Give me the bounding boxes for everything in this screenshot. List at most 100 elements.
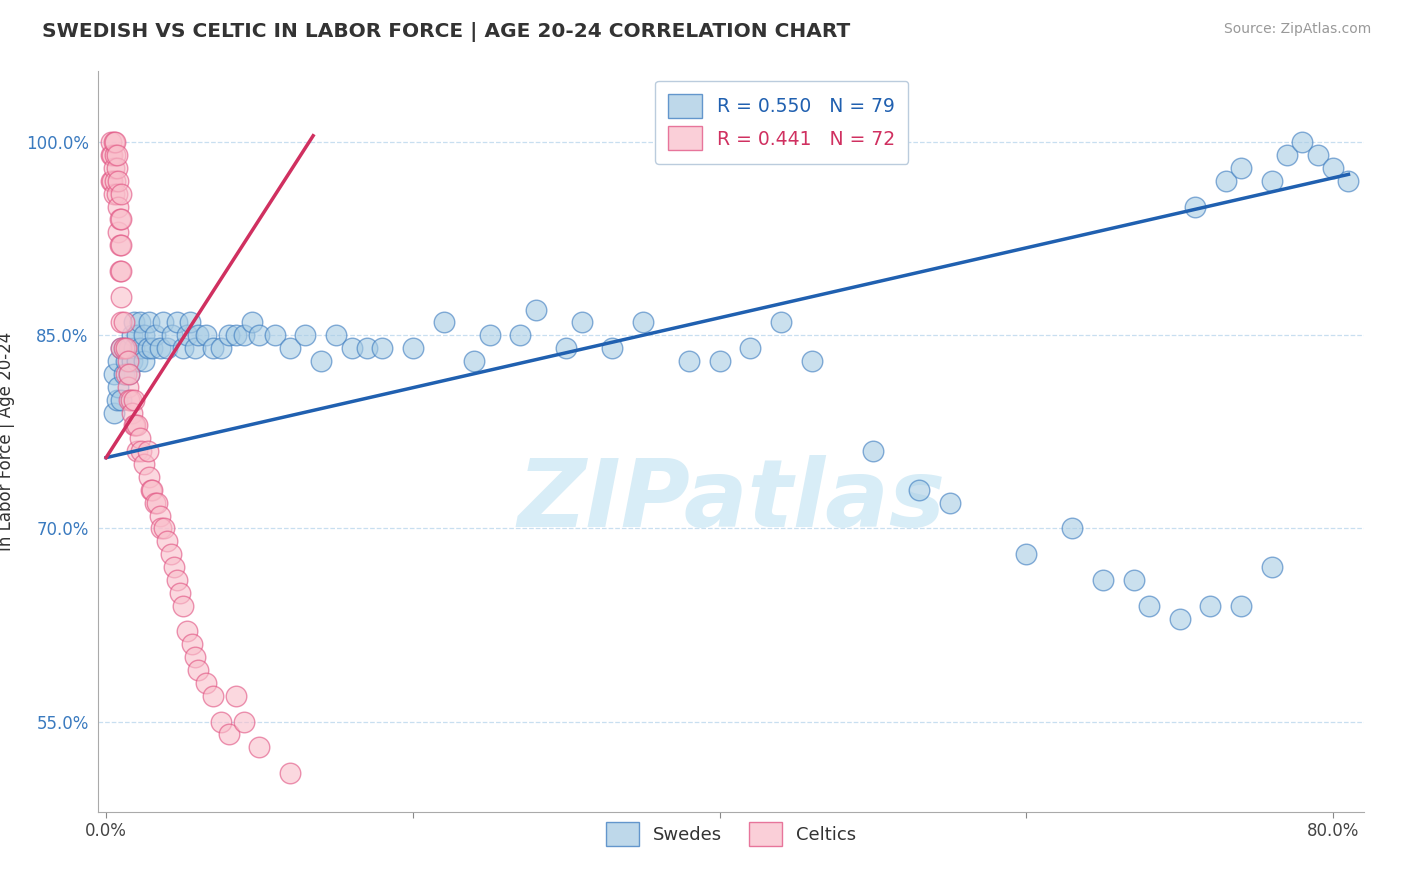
- Point: [108, 264, 131, 278]
- Point: [278, 341, 301, 355]
- Point: [263, 328, 285, 343]
- Point: [172, 341, 194, 355]
- Point: [187, 663, 209, 677]
- Point: [100, 135, 122, 149]
- Point: [110, 212, 132, 227]
- Point: [509, 328, 531, 343]
- Point: [179, 315, 201, 329]
- Point: [463, 354, 485, 368]
- Point: [120, 392, 142, 407]
- Point: [1215, 174, 1237, 188]
- Point: [600, 341, 623, 355]
- Point: [340, 341, 363, 355]
- Point: [103, 161, 125, 175]
- Point: [184, 650, 207, 665]
- Point: [125, 444, 148, 458]
- Legend: Swedes, Celtics: Swedes, Celtics: [593, 810, 869, 858]
- Point: [769, 315, 792, 329]
- Point: [524, 302, 547, 317]
- Point: [1137, 599, 1160, 613]
- Point: [110, 264, 132, 278]
- Point: [156, 534, 179, 549]
- Point: [862, 444, 884, 458]
- Text: SWEDISH VS CELTIC IN LABOR FORCE | AGE 20-24 CORRELATION CHART: SWEDISH VS CELTIC IN LABOR FORCE | AGE 2…: [42, 22, 851, 42]
- Point: [1275, 148, 1298, 162]
- Point: [141, 341, 163, 355]
- Point: [209, 714, 232, 729]
- Point: [184, 341, 207, 355]
- Point: [145, 496, 167, 510]
- Point: [1168, 611, 1191, 625]
- Point: [128, 315, 150, 329]
- Point: [121, 406, 143, 420]
- Point: [678, 354, 700, 368]
- Point: [800, 354, 823, 368]
- Point: [309, 354, 332, 368]
- Point: [176, 328, 198, 343]
- Point: [103, 186, 125, 201]
- Point: [114, 341, 136, 355]
- Point: [101, 148, 124, 162]
- Point: [176, 624, 198, 639]
- Point: [118, 392, 141, 407]
- Point: [128, 431, 150, 445]
- Point: [249, 328, 271, 343]
- Point: [1015, 547, 1038, 561]
- Point: [115, 354, 138, 368]
- Point: [1337, 174, 1360, 188]
- Point: [110, 238, 132, 252]
- Point: [1092, 573, 1115, 587]
- Point: [125, 354, 148, 368]
- Point: [103, 406, 125, 420]
- Point: [149, 341, 172, 355]
- Y-axis label: In Labor Force | Age 20-24: In Labor Force | Age 20-24: [0, 332, 14, 551]
- Point: [149, 508, 172, 523]
- Point: [1122, 573, 1144, 587]
- Point: [1291, 135, 1313, 149]
- Point: [1261, 560, 1284, 574]
- Point: [105, 148, 128, 162]
- Point: [110, 290, 132, 304]
- Point: [107, 174, 129, 188]
- Point: [152, 315, 174, 329]
- Point: [114, 341, 136, 355]
- Point: [115, 367, 138, 381]
- Point: [125, 328, 148, 343]
- Point: [225, 689, 247, 703]
- Point: [278, 766, 301, 780]
- Point: [141, 483, 163, 497]
- Point: [162, 560, 184, 574]
- Point: [233, 714, 256, 729]
- Point: [202, 341, 225, 355]
- Point: [194, 676, 217, 690]
- Point: [118, 367, 141, 381]
- Point: [136, 341, 159, 355]
- Point: [121, 328, 143, 343]
- Point: [1230, 599, 1253, 613]
- Point: [110, 186, 132, 201]
- Point: [150, 521, 173, 535]
- Point: [172, 599, 194, 613]
- Point: [325, 328, 347, 343]
- Point: [125, 418, 148, 433]
- Point: [115, 341, 138, 355]
- Point: [107, 354, 129, 368]
- Point: [631, 315, 654, 329]
- Point: [159, 547, 181, 561]
- Point: [131, 444, 153, 458]
- Point: [121, 354, 143, 368]
- Point: [938, 496, 960, 510]
- Point: [156, 341, 179, 355]
- Point: [249, 740, 271, 755]
- Point: [122, 341, 145, 355]
- Text: ZIPatlas: ZIPatlas: [517, 455, 945, 547]
- Point: [110, 341, 132, 355]
- Point: [124, 418, 146, 433]
- Point: [1322, 161, 1344, 175]
- Point: [103, 367, 125, 381]
- Point: [209, 341, 232, 355]
- Point: [107, 200, 129, 214]
- Point: [134, 354, 156, 368]
- Point: [110, 392, 132, 407]
- Point: [104, 174, 127, 188]
